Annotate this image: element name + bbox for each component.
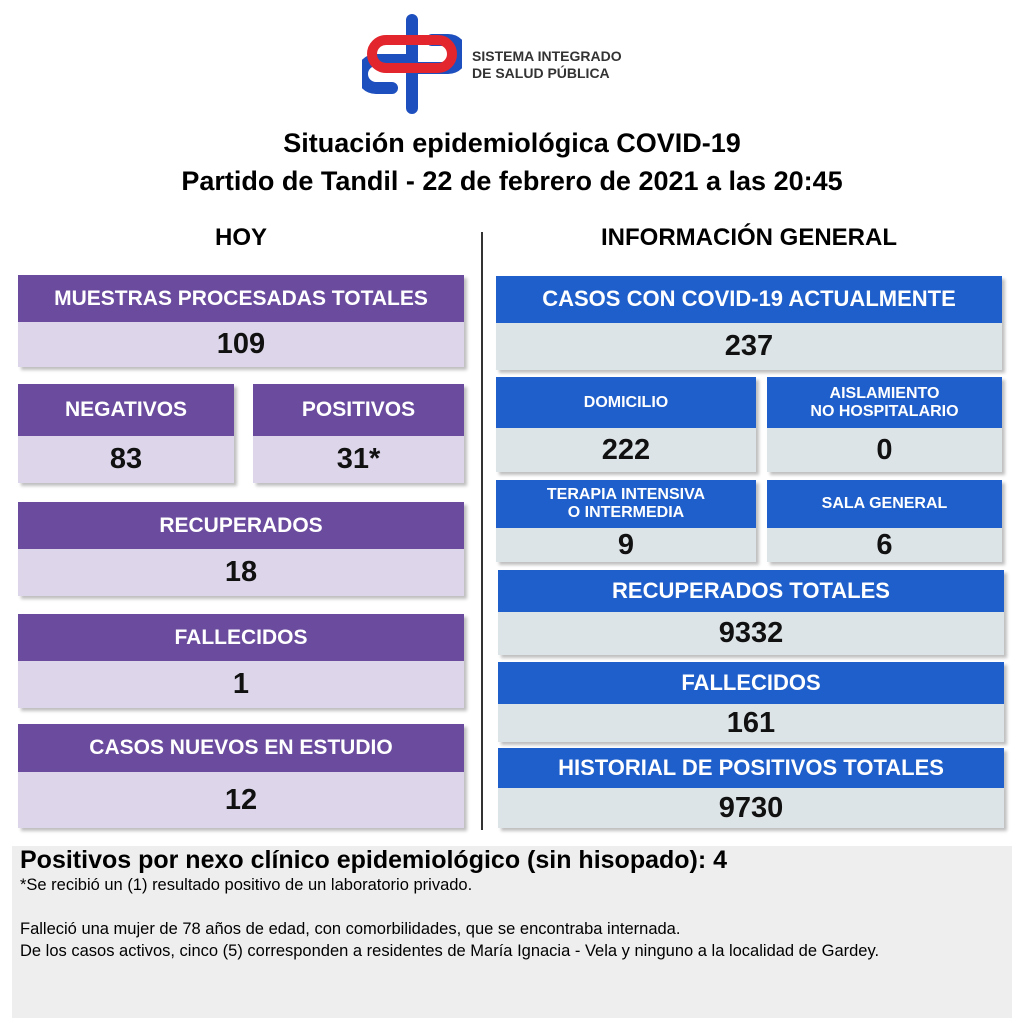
title: Situación epidemiológica COVID-19 [283,128,741,158]
card-label-line: AISLAMIENTO [829,384,940,402]
card-value: 1 [18,661,464,708]
card-label: FALLECIDOS [498,662,1004,704]
card-value: 31* [253,436,464,483]
stat-card: TERAPIA INTENSIVA O INTERMEDIA 9 [496,480,756,562]
section-heading: INFORMACIÓN GENERAL [601,224,897,251]
card-label-line: TERAPIA INTENSIVA [546,486,706,504]
stat-card: HISTORIAL DE POSITIVOS TOTALES 9730 [498,748,1004,828]
note: *Se recibió un (1) resultado positivo de… [20,876,473,894]
note: De los casos activos, cinco (5) correspo… [20,942,880,960]
card-value: 9 [496,528,756,562]
card-value: 0 [767,428,1002,472]
logo-text: SISTEMA INTEGRADO [472,48,622,64]
card-label: TERAPIA INTENSIVA O INTERMEDIA [496,480,756,528]
stat-card: SALA GENERAL 6 [767,480,1002,562]
card-label: SALA GENERAL [767,480,1002,528]
logo-mark [362,14,462,114]
notes-heading: Positivos por nexo clínico epidemiológic… [20,846,728,874]
card-label: RECUPERADOS [18,502,464,549]
card-value: 6 [767,528,1002,562]
notes-box: Positivos por nexo clínico epidemiológic… [12,846,1012,1018]
stat-card: FALLECIDOS 161 [498,662,1004,742]
card-label: DOMICILIO [496,377,756,428]
card-value: 83 [18,436,234,483]
card-value: 18 [18,549,464,596]
stat-card: RECUPERADOS TOTALES 9332 [498,570,1004,655]
card-value: 9332 [498,612,1004,655]
card-value: 161 [498,704,1004,742]
card-value: 237 [496,323,1002,370]
card-value: 222 [496,428,756,472]
section-heading: HOY [214,224,267,251]
stat-card: MUESTRAS PROCESADAS TOTALES 109 [18,275,464,367]
stat-card: CASOS CON COVID-19 ACTUALMENTE 237 [496,276,1002,370]
card-value: 109 [18,322,464,367]
card-label: AISLAMIENTO NO HOSPITALARIO [767,377,1002,428]
stat-card: CASOS NUEVOS EN ESTUDIO 12 [18,724,464,828]
card-label: CASOS CON COVID-19 ACTUALMENTE [496,276,1002,323]
card-label-line: O INTERMEDIA [567,504,685,521]
card-label-line: NO HOSPITALARIO [810,402,959,420]
card-label: RECUPERADOS TOTALES [498,570,1004,612]
card-label: CASOS NUEVOS EN ESTUDIO [18,724,464,772]
card-label: HISTORIAL DE POSITIVOS TOTALES [498,748,1004,788]
stat-card: DOMICILIO 222 [496,377,756,472]
stat-card: FALLECIDOS 1 [18,614,464,708]
stat-card: POSITIVOS 31* [253,384,464,483]
logo-text: DE SALUD PÚBLICA [472,65,610,81]
card-label: NEGATIVOS [18,384,234,436]
card-value: 9730 [498,788,1004,828]
stat-card: RECUPERADOS 18 [18,502,464,596]
card-label: POSITIVOS [253,384,464,436]
card-label: MUESTRAS PROCESADAS TOTALES [18,275,464,322]
card-value: 12 [18,772,464,828]
stat-card: AISLAMIENTO NO HOSPITALARIO 0 [767,377,1002,472]
subtitle: Partido de Tandil - 22 de febrero de 202… [181,166,843,196]
divider [481,232,483,830]
stat-card: NEGATIVOS 83 [18,384,234,483]
note: Falleció una mujer de 78 años de edad, c… [20,920,681,938]
card-label: FALLECIDOS [18,614,464,661]
